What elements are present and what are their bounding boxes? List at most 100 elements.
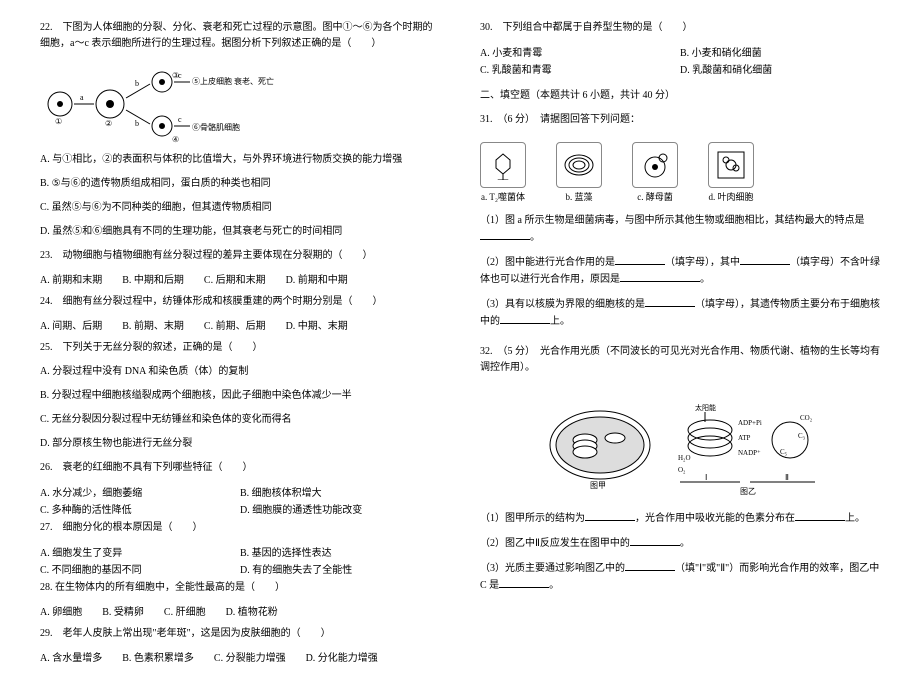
q22-diagram: ① a ② b b ③ ④ c c ⑤上皮细胞 衰老、死亡 ⑥骨骼肌细胞 (40, 64, 300, 144)
svg-text:太阳能: 太阳能 (695, 403, 716, 412)
svg-text:Ⅱ: Ⅱ (785, 473, 789, 482)
bio-a-label: a. T₂噬菌体 (481, 192, 525, 202)
blank[interactable] (500, 313, 550, 324)
svg-text:⑤上皮细胞 衰老、死亡: ⑤上皮细胞 衰老、死亡 (192, 76, 274, 86)
svg-text:ADP+Pi: ADP+Pi (738, 419, 762, 427)
q23-a: A. 前期和末期 (40, 272, 102, 290)
svg-text:NADP⁺: NADP⁺ (738, 449, 761, 457)
svg-text:C₃: C₃ (798, 432, 806, 440)
svg-text:图甲: 图甲 (590, 481, 606, 490)
q22-d: D. 虽然⑤和⑥细胞具有不同的生理功能，但其衰老与死亡的时间相同 (40, 224, 440, 240)
q31-images: a. T₂噬菌体 b. 蓝藻 c. 酵母菌 d. 叶肉细胞 (480, 142, 880, 203)
q31-2: （2）图中能进行光合作用的是（填字母），其中（填字母）不含叶绿体也可以进行光合作… (480, 254, 880, 288)
bio-c: c. 酵母菌 (632, 142, 678, 203)
q23-c: C. 后期和末期 (204, 272, 266, 290)
q24-c: C. 前期、后期 (204, 318, 266, 336)
svg-text:⑥骨骼肌细胞: ⑥骨骼肌细胞 (192, 122, 240, 132)
yeast-icon (632, 142, 678, 188)
svg-text:H₂O: H₂O (678, 454, 691, 462)
blank[interactable] (615, 254, 665, 265)
q29-c: C. 分裂能力增强 (214, 650, 286, 668)
bio-d-label: d. 叶肉细胞 (708, 192, 753, 202)
q27-opts: A. 细胞发生了变异 B. 基因的选择性表达 C. 不同细胞的基因不同 D. 有… (40, 544, 440, 576)
blank[interactable] (625, 560, 675, 571)
svg-text:O₂: O₂ (678, 466, 686, 474)
svg-text:a: a (80, 93, 84, 102)
svg-text:c: c (178, 71, 182, 80)
algae-icon (556, 142, 602, 188)
q28-opts: A. 卵细胞 B. 受精卵 C. 肝细胞 D. 植物花粉 (40, 604, 440, 622)
q24-a: A. 间期、后期 (40, 318, 102, 336)
q23-d: D. 前期和中期 (286, 272, 348, 290)
svg-text:①: ① (55, 117, 62, 126)
q32-3: （3）光质主要通过影响图乙中的（填"Ⅰ"或"Ⅱ"）而影响光合作用的效率，图乙中 … (480, 560, 880, 594)
blank[interactable] (499, 577, 549, 588)
q30-c: C. 乳酸菌和青霉 (480, 61, 680, 76)
q28-stem: 28. 在生物体内的所有细胞中，全能性最高的是（ ） (40, 580, 440, 596)
q25-a: A. 分裂过程中没有 DNA 和染色质（体）的复制 (40, 364, 440, 380)
q32-1: （1）图甲所示的结构为，光合作用中吸收光能的色素分布在上。 (480, 510, 880, 527)
blank[interactable] (480, 229, 530, 240)
q23-stem: 23. 动物细胞与植物细胞有丝分裂过程的差异主要体现在分裂期的（ ） (40, 248, 440, 264)
q31-head: 31. （6 分） 请据图回答下列问题： (480, 112, 880, 128)
q24-b: B. 前期、末期 (122, 318, 184, 336)
svg-text:图乙: 图乙 (740, 487, 756, 496)
q23-b: B. 中期和后期 (122, 272, 184, 290)
blank[interactable] (585, 510, 635, 521)
q29-opts: A. 含水量增多 B. 色素积累增多 C. 分裂能力增强 D. 分化能力增强 (40, 650, 440, 668)
q29-d: D. 分化能力增强 (306, 650, 378, 668)
q25-stem: 25. 下列关于无丝分裂的叙述，正确的是（ ） (40, 340, 440, 356)
q22-b: B. ⑤与⑥的遗传物质组成相同，蛋白质的种类也相同 (40, 176, 440, 192)
q30-b: B. 小麦和硝化细菌 (680, 44, 880, 59)
bio-b-label: b. 蓝藻 (565, 192, 592, 202)
q26-stem: 26. 衰老的红细胞不具有下列哪些特征（ ） (40, 460, 440, 476)
bio-c-label: c. 酵母菌 (637, 192, 673, 202)
blank[interactable] (645, 296, 695, 307)
svg-text:c: c (178, 115, 182, 124)
q29-b: B. 色素积累增多 (122, 650, 194, 668)
q30-d: D. 乳酸菌和硝化细菌 (680, 61, 880, 76)
q26-b: B. 细胞核体积增大 (240, 484, 440, 499)
q29-stem: 29. 老年人皮肤上常出现"老年斑"，这是因为皮肤细胞的（ ） (40, 626, 440, 642)
q30-a: A. 小麦和青霉 (480, 44, 680, 59)
q30-stem: 30. 下列组合中都属于自养型生物的是（ ） (480, 20, 880, 36)
q24-d: D. 中期、末期 (286, 318, 348, 336)
q27-a: A. 细胞发生了变异 (40, 544, 240, 559)
svg-text:④: ④ (172, 135, 179, 144)
q26-opts: A. 水分减少，细胞萎缩 B. 细胞核体积增大 C. 多种酶的活性降低 D. 细… (40, 484, 440, 516)
q28-d: D. 植物花粉 (226, 604, 278, 622)
svg-text:b: b (135, 79, 139, 88)
q24-opts: A. 间期、后期 B. 前期、末期 C. 前期、后期 D. 中期、末期 (40, 318, 440, 336)
q26-d: D. 细胞膜的通透性功能改变 (240, 501, 440, 516)
q27-c: C. 不同细胞的基因不同 (40, 561, 240, 576)
blank[interactable] (620, 271, 700, 282)
q22-stem: 22. 下图为人体细胞的分裂、分化、衰老和死亡过程的示意图。图中①～⑥为各个时期… (40, 20, 440, 52)
q31-3: （3）具有以核膜为界限的细胞核的是（填字母），其遗传物质主要分布于细胞核中的上。 (480, 296, 880, 330)
blank[interactable] (740, 254, 790, 265)
q31-1: （1）图 a 所示生物是细菌病毒，与图中所示其他生物或细胞相比，其结构最大的特点… (480, 213, 880, 246)
right-column: 30. 下列组合中都属于自养型生物的是（ ） A. 小麦和青霉 B. 小麦和硝化… (480, 20, 880, 668)
svg-text:②: ② (105, 119, 112, 128)
q25-b: B. 分裂过程中细胞核缢裂成两个细胞核，因此子细胞中染色体减少一半 (40, 388, 440, 404)
q25-c: C. 无丝分裂因分裂过程中无纺锤丝和染色体的变化而得名 (40, 412, 440, 428)
q25-d: D. 部分原核生物也能进行无丝分裂 (40, 436, 440, 452)
blank[interactable] (630, 535, 680, 546)
q32-diagram: 图甲 太阳能 ADP+Pi ATP NADP⁺ H₂O O₂ CO₂ C₃ C₅… (540, 390, 820, 500)
svg-text:b: b (135, 119, 139, 128)
blank[interactable] (795, 510, 845, 521)
q23-opts: A. 前期和末期 B. 中期和后期 C. 后期和末期 D. 前期和中期 (40, 272, 440, 290)
q24-stem: 24. 细胞有丝分裂过程中，纺锤体形成和核膜重建的两个时期分别是（ ） (40, 294, 440, 310)
bio-b: b. 蓝藻 (556, 142, 602, 203)
q28-a: A. 卵细胞 (40, 604, 82, 622)
q30-opts: A. 小麦和青霉 B. 小麦和硝化细菌 C. 乳酸菌和青霉 D. 乳酸菌和硝化细… (480, 44, 880, 76)
q28-c: C. 肝细胞 (164, 604, 206, 622)
leafcell-icon (708, 142, 754, 188)
q27-b: B. 基因的选择性表达 (240, 544, 440, 559)
q32-2: （2）图乙中Ⅱ反应发生在图甲中的。 (480, 535, 880, 552)
svg-text:ATP: ATP (738, 434, 751, 442)
q22-a: A. 与①相比，②的表面积与体积的比值增大，与外界环境进行物质交换的能力增强 (40, 152, 440, 168)
svg-text:Ⅰ: Ⅰ (705, 473, 707, 482)
q27-stem: 27. 细胞分化的根本原因是（ ） (40, 520, 440, 536)
q26-a: A. 水分减少，细胞萎缩 (40, 484, 240, 499)
section2-title: 二、填空题（本题共计 6 小题，共计 40 分） (480, 88, 880, 104)
